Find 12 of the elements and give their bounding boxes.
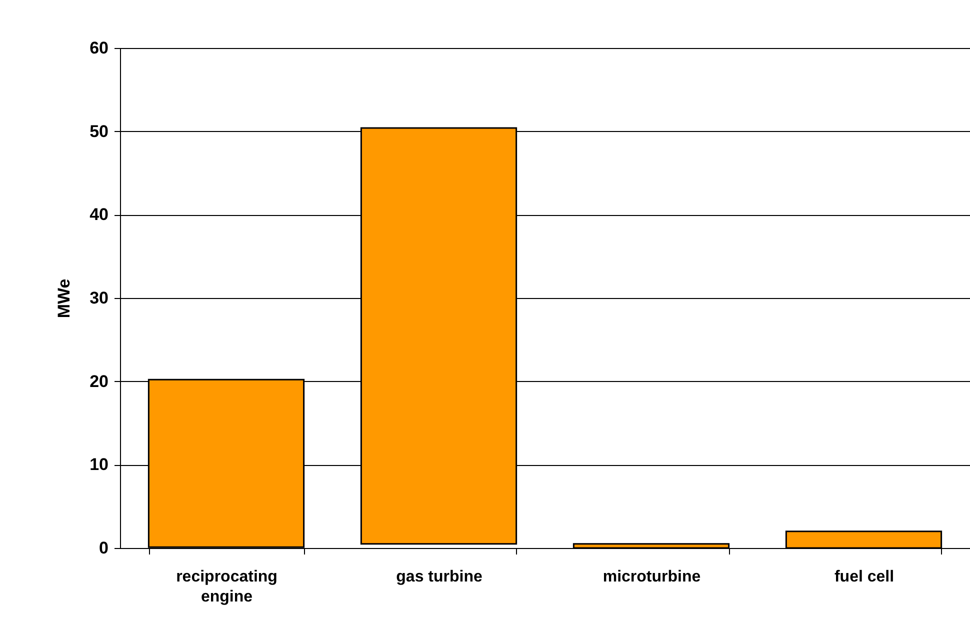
y-tick-label: 20: [90, 372, 108, 391]
y-tick-label: 0: [99, 538, 108, 558]
x-tick-label: gas turbine: [396, 568, 482, 586]
y-tick-label: 10: [90, 455, 108, 474]
y-axis-title: MWe: [54, 278, 74, 318]
y-tick-label: 50: [90, 122, 108, 141]
x-tick-label: microturbine: [602, 568, 701, 586]
y-tick-label: 60: [90, 38, 108, 58]
x-tick-label: fuel cell: [834, 568, 894, 586]
y-tick-label: 30: [90, 288, 108, 308]
x-tick-label: reciprocating engine: [176, 568, 278, 606]
y-tick-label: 40: [90, 205, 108, 224]
